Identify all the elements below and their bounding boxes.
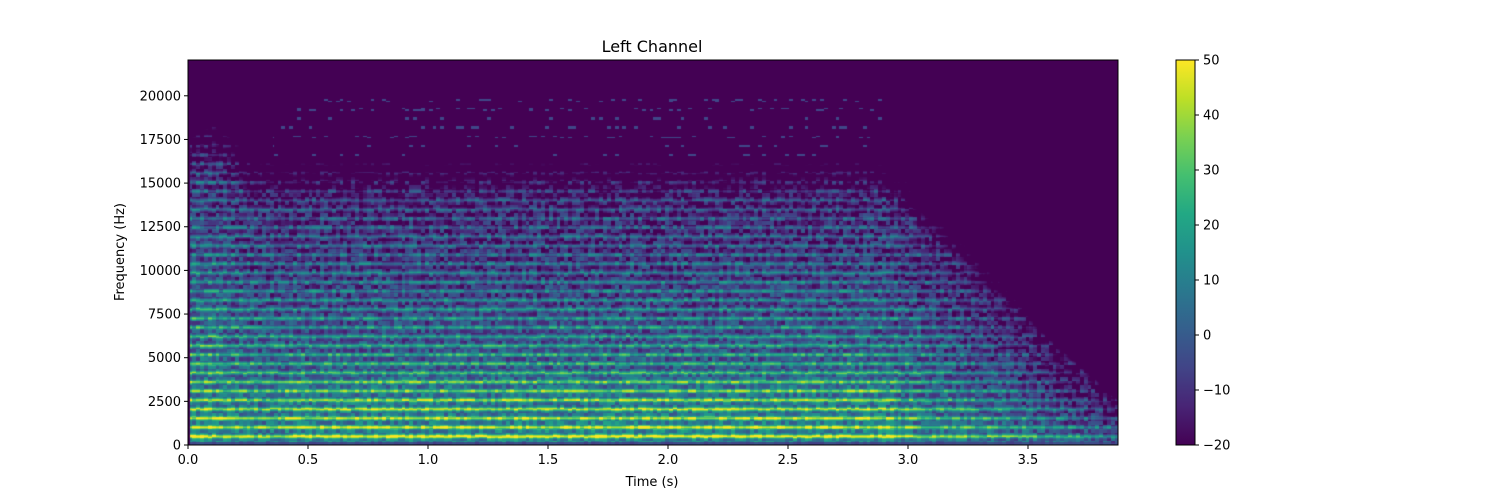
x-tick-label: 1.5 <box>538 453 559 468</box>
x-tick-label: 3.0 <box>898 453 919 468</box>
y-tick-label: 0 <box>173 439 181 454</box>
y-tick-label: 12500 <box>140 220 181 235</box>
plot-frame <box>187 59 1119 446</box>
chart-title: Left Channel <box>602 37 703 56</box>
colorbar-tick-label: 20 <box>1203 219 1220 234</box>
colorbar: −20 −10 0 10 20 30 40 50 <box>1175 54 1230 454</box>
x-tick-label: 2.5 <box>778 453 799 468</box>
y-tick-label: 2500 <box>148 395 181 410</box>
y-tick-label: 20000 <box>140 89 181 104</box>
spectrogram-heatmap <box>188 60 1118 445</box>
colorbar-tick-label: 0 <box>1203 329 1211 344</box>
colorbar-tick-label: −20 <box>1203 439 1230 454</box>
x-tick-label: 3.5 <box>1018 453 1039 468</box>
colorbar-ticks: −20 −10 0 10 20 30 40 50 <box>1195 54 1230 454</box>
colorbar-tick-label: 40 <box>1203 109 1220 124</box>
colorbar-tick-label: 50 <box>1203 54 1220 69</box>
colorbar-tick-label: 10 <box>1203 274 1220 289</box>
y-axis-label: Frequency (Hz) <box>113 203 128 301</box>
x-tick-label: 0.5 <box>298 453 319 468</box>
y-tick-label: 15000 <box>140 177 181 192</box>
x-tick-label: 2.0 <box>658 453 679 468</box>
plot-area <box>187 59 1119 446</box>
y-tick-label: 10000 <box>140 264 181 279</box>
x-axis: 0.0 0.5 1.0 1.5 2.0 2.5 3.0 3.5 <box>178 445 1039 468</box>
y-tick-label: 7500 <box>148 308 181 323</box>
colorbar-gradient <box>1175 59 1196 446</box>
colorbar-tick-label: −10 <box>1203 384 1230 399</box>
x-tick-label: 1.0 <box>418 453 439 468</box>
x-axis-label: Time (s) <box>625 475 679 490</box>
colorbar-tick-label: 30 <box>1203 164 1220 179</box>
y-tick-label: 17500 <box>140 133 181 148</box>
y-tick-label: 5000 <box>148 351 181 366</box>
x-tick-label: 0.0 <box>178 453 199 468</box>
y-axis: 0 2500 5000 7500 10000 12500 15000 17500 20000 <box>140 89 188 454</box>
